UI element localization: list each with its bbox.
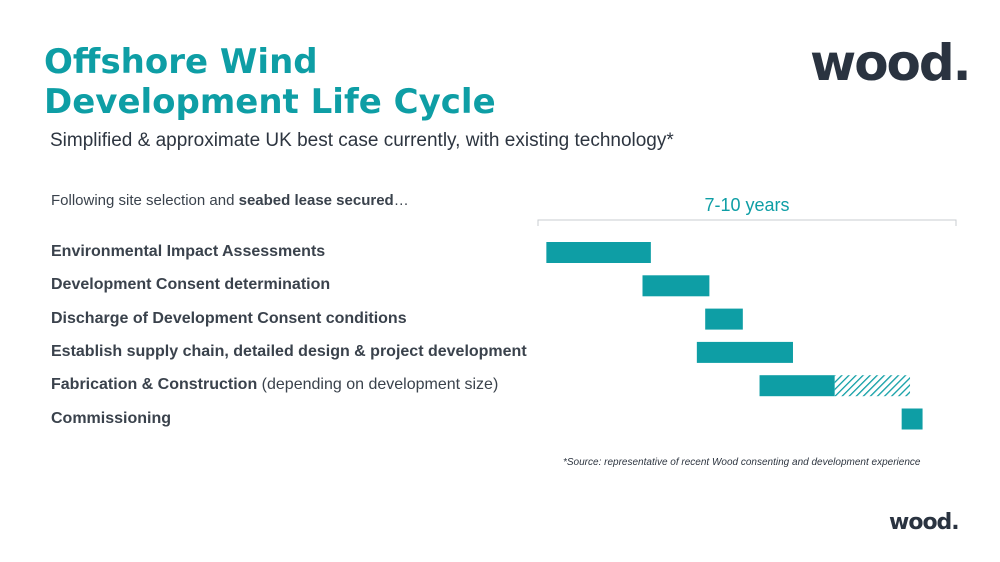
span-bracket-line (537, 219, 957, 226)
task-label-text: Establish supply chain, detailed design … (51, 342, 527, 360)
task-bar (696, 341, 793, 363)
intro-suffix: … (393, 192, 409, 209)
task-label-text: Commissioning (51, 409, 172, 427)
gantt-bars (546, 242, 923, 430)
wood-logo: wood. (810, 34, 972, 92)
task-label: Discharge of Development Consent conditi… (51, 310, 407, 328)
page-title: Offshore Wind Development Life Cycle (44, 42, 496, 122)
task-bar (642, 275, 710, 297)
task-label-text: Discharge of Development Consent conditi… (51, 309, 407, 327)
task-label: Fabrication & Construction (depending on… (51, 376, 498, 394)
task-label: Development Consent determination (51, 276, 330, 294)
span-bracket: 7-10 years (537, 195, 957, 226)
page-subtitle: Simplified & approximate UK best case cu… (50, 130, 674, 151)
wood-logo-small: wood. (889, 510, 960, 535)
task-label: Establish supply chain, detailed design … (51, 343, 527, 361)
task-label: Commissioning (51, 410, 171, 428)
task-label-text: Environmental Impact Assessments (51, 243, 326, 260)
intro-bold: seabed lease secured (238, 192, 394, 209)
title-line-2: Development Life Cycle (44, 82, 496, 122)
span-label: 7-10 years (704, 195, 789, 215)
task-bar (901, 408, 923, 430)
task-bar (705, 308, 743, 330)
intro-prefix: Following site selection and (51, 192, 239, 209)
source-note: *Source: representative of recent Wood c… (563, 457, 921, 468)
task-label: Environmental Impact Assessments (51, 243, 325, 261)
intro-text: Following site selection and seabed leas… (51, 192, 409, 209)
task-label-note: (depending on development size) (257, 376, 499, 394)
task-label-text: Fabrication & Construction (51, 376, 258, 394)
title-line-1: Offshore Wind (44, 42, 318, 82)
task-bar (546, 242, 651, 263)
task-bar (759, 375, 835, 397)
task-label-text: Development Consent determination (51, 276, 331, 294)
task-bar-extended (834, 375, 911, 397)
